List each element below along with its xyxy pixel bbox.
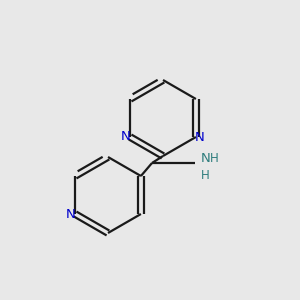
Text: N: N (201, 152, 211, 166)
Text: H: H (201, 169, 210, 182)
Text: N: N (121, 130, 131, 143)
Text: H: H (210, 152, 219, 166)
Text: N: N (66, 208, 76, 220)
Text: N: N (195, 130, 205, 143)
